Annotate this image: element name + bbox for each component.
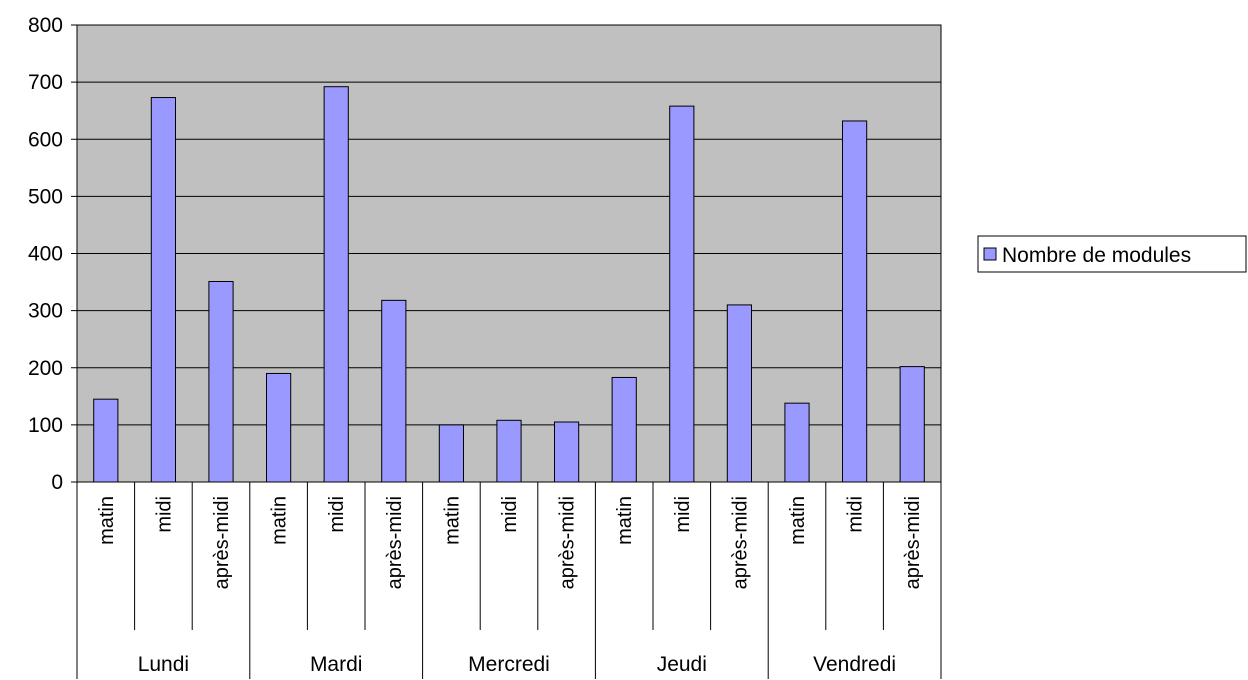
bar [496,419,522,483]
bar [899,366,925,483]
x-subcategory-label: midi [326,496,348,533]
x-group-label: Mardi [310,653,363,676]
x-subcategory-label: matin [441,496,463,545]
legend: Nombre de modules [977,235,1247,273]
x-subcategory-label: après-midi [902,496,924,589]
bar [93,398,119,483]
bar [784,402,810,483]
bar [266,372,292,483]
x-group-label: Lundi [138,653,189,676]
x-subcategory-label: midi [672,496,694,533]
x-subcategory-label: après-midi [384,496,406,589]
y-tick-label: 300 [28,300,63,323]
legend-box [977,235,1247,273]
x-subcategory-label: matin [787,496,809,545]
x-subcategory-label: midi [845,496,867,533]
x-subcategory-label: après-midi [211,496,233,589]
x-subcategory-label: matin [96,496,118,545]
y-tick-label: 200 [28,357,63,380]
x-group-label: Jeudi [657,653,707,676]
x-axis-categories: matin midi après-midi Lundi matin midi après-m… [76,482,942,679]
bar [438,424,464,483]
bar [611,376,637,483]
y-tick-label: 700 [28,71,63,94]
x-subcategory-label: matin [269,496,291,545]
x-group-label: Vendredi [813,653,896,676]
y-tick-label: 0 [51,471,63,494]
x-subcategory-label: midi [499,496,521,533]
bar [208,280,234,483]
bars [93,86,925,483]
x-subcategory-label: après-midi [729,496,751,589]
bar [381,299,407,483]
legend-label: Nombre de modules [1002,244,1191,267]
x-subcategory-label: après-midi [557,496,579,589]
x-subcategory-label: midi [153,496,175,533]
bar [726,304,752,483]
y-tick-label: 800 [28,14,63,37]
bar [323,86,349,483]
bar [842,120,868,483]
bar [554,421,580,483]
y-tick-label: 100 [28,414,63,437]
y-axis-ticks: 0 100 200 300 400 500 600 700 800 [28,14,77,494]
y-tick-label: 500 [28,185,63,208]
legend-swatch [983,247,997,261]
x-subcategory-label: matin [614,496,636,545]
bar [669,105,695,483]
y-tick-label: 400 [28,243,63,266]
x-group-label: Mercredi [468,653,550,676]
bar [150,97,176,483]
y-tick-label: 600 [28,128,63,151]
